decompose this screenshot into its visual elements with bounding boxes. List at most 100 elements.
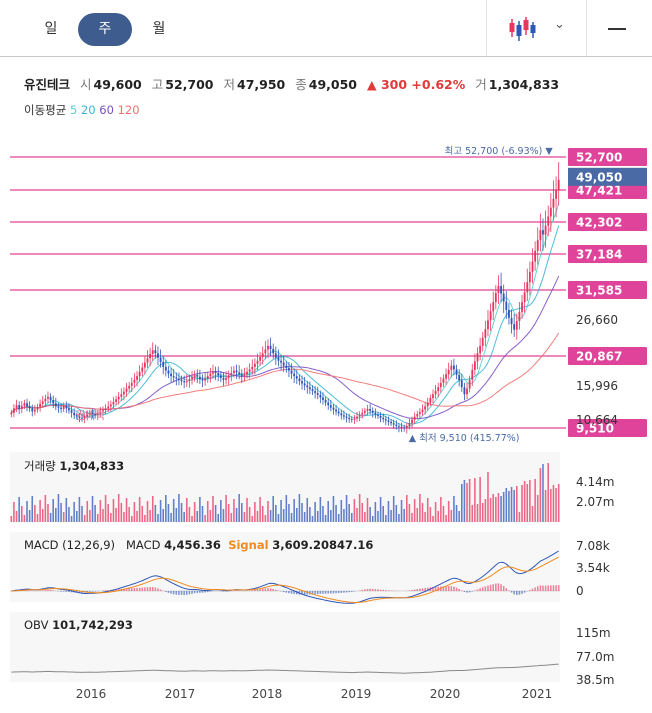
candle-body: [267, 345, 269, 350]
volume-bar: [136, 511, 138, 522]
tab-daily[interactable]: 일: [44, 21, 58, 37]
volume-bar: [222, 509, 225, 522]
macd-hist-bar: [264, 588, 267, 591]
volume-bar: [335, 505, 337, 522]
candle-body: [172, 376, 175, 378]
volume-bar: [364, 512, 366, 522]
tab-weekly[interactable]: 주: [78, 13, 132, 46]
volume-bar: [23, 515, 26, 522]
volume-bar: [288, 504, 290, 522]
volume-bar: [395, 505, 398, 522]
obv-panel-title: OBV 101,742,293: [24, 618, 133, 632]
macd-hist-bar: [437, 586, 439, 591]
macd-hist-bar: [47, 589, 49, 591]
tab-monthly[interactable]: 월: [152, 21, 166, 37]
candle-body: [96, 413, 99, 416]
candle-body: [112, 401, 115, 405]
candle-body: [52, 400, 55, 404]
moving-average-legend[interactable]: 이동평균 5 20 60 120: [24, 102, 140, 118]
signal-line: [11, 556, 559, 603]
macd-hist-bar: [453, 586, 455, 591]
volume-bar: [60, 503, 62, 522]
candle-body: [395, 424, 398, 426]
volume-bar: [115, 508, 117, 522]
volume-bar: [390, 510, 392, 522]
macd-hist-bar: [188, 591, 191, 595]
close-value: 49,050: [308, 77, 358, 92]
volume-bar: [238, 494, 240, 522]
chevron-down-icon[interactable]: ⌄: [554, 17, 565, 32]
volume-bar: [413, 499, 416, 522]
volume-bar: [112, 499, 115, 522]
volume-bar: [159, 500, 162, 522]
volume-tick-label: 2.07m: [576, 495, 614, 509]
macd-hist-bar: [505, 588, 508, 591]
candle-body: [487, 320, 489, 330]
candle-body: [408, 423, 411, 426]
macd-hist-bar: [340, 591, 343, 593]
candle-body: [398, 425, 400, 427]
volume-bar: [293, 499, 295, 522]
macd-hist-bar: [497, 583, 500, 591]
macd-hist-bar: [78, 591, 81, 593]
macd-hist-bar: [421, 588, 424, 591]
candle-body: [54, 403, 57, 407]
candle-body: [253, 363, 256, 367]
high-key: 고: [151, 77, 164, 92]
volume-bar: [447, 501, 450, 522]
volume-bar: [144, 515, 146, 522]
candle-body: [439, 382, 442, 388]
volume-bar: [31, 496, 34, 522]
level-tag: [568, 148, 647, 166]
volume-bar: [523, 481, 526, 522]
volume-bar: [463, 480, 466, 522]
volume-bar: [275, 505, 277, 522]
volume-bar: [319, 497, 322, 522]
macd-hist-bar: [272, 588, 274, 591]
candle-body: [20, 405, 23, 409]
volume-bar: [366, 498, 369, 522]
candle-body: [65, 405, 68, 409]
hamburger-icon[interactable]: [608, 28, 626, 30]
volume-bar: [461, 484, 463, 522]
candle-body: [303, 383, 306, 386]
candle-body: [264, 349, 267, 354]
candle-body: [81, 417, 83, 419]
volume-bar: [314, 502, 316, 522]
candle-body: [133, 379, 136, 383]
macd-hist-bar: [149, 587, 151, 591]
volume-bar: [440, 497, 442, 522]
candle-body: [146, 358, 149, 363]
candle-body: [68, 408, 70, 411]
volume-bar: [411, 513, 413, 522]
macd-hist-bar: [432, 587, 434, 591]
candle-body: [191, 377, 193, 380]
volume-bar: [550, 489, 552, 522]
volume-bar: [421, 503, 424, 522]
change-value: ▲ 300 +0.62%: [367, 77, 466, 92]
macd-hist-bar: [81, 591, 83, 593]
macd-hist-bar: [26, 590, 28, 591]
macd-hist-bar: [379, 589, 382, 591]
volume-bar: [277, 514, 280, 522]
volume-bar: [162, 509, 164, 522]
open-value: 49,600: [93, 77, 142, 92]
volume-bar: [377, 511, 379, 522]
volume-bar: [73, 502, 75, 522]
candle-body: [494, 292, 497, 303]
candlestick-icon[interactable]: [508, 16, 536, 46]
candle-body: [544, 225, 547, 235]
volume-bar: [536, 495, 539, 522]
candle-body: [120, 394, 123, 397]
candle-body: [136, 376, 138, 380]
candle-body: [437, 387, 440, 392]
candle-body: [429, 398, 432, 403]
candle-body: [518, 311, 521, 321]
candle-body: [41, 401, 44, 404]
candle-body: [238, 372, 241, 375]
candle-body: [445, 374, 447, 379]
macd-hist-bar: [301, 591, 303, 595]
macd-hist-bar: [209, 591, 212, 592]
candle-body: [479, 345, 482, 354]
